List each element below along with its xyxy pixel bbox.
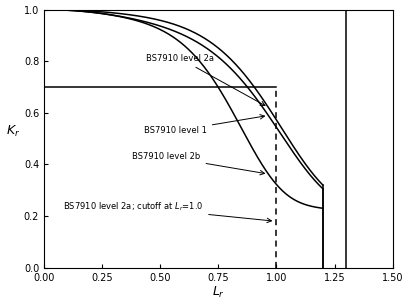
Text: BS7910 level 2b: BS7910 level 2b bbox=[133, 152, 265, 175]
X-axis label: $L_r$: $L_r$ bbox=[212, 285, 225, 300]
Text: BS7910 level 1: BS7910 level 1 bbox=[144, 115, 265, 136]
Text: PD6493 level 2: PD6493 level 2 bbox=[0, 305, 1, 306]
Text: BS7910 level 2a; cutoff at $L_r$=1.0: BS7910 level 2a; cutoff at $L_r$=1.0 bbox=[63, 201, 272, 223]
Y-axis label: $K_r$: $K_r$ bbox=[6, 124, 20, 139]
Text: BS7910 level 2a: BS7910 level 2a bbox=[146, 54, 265, 106]
